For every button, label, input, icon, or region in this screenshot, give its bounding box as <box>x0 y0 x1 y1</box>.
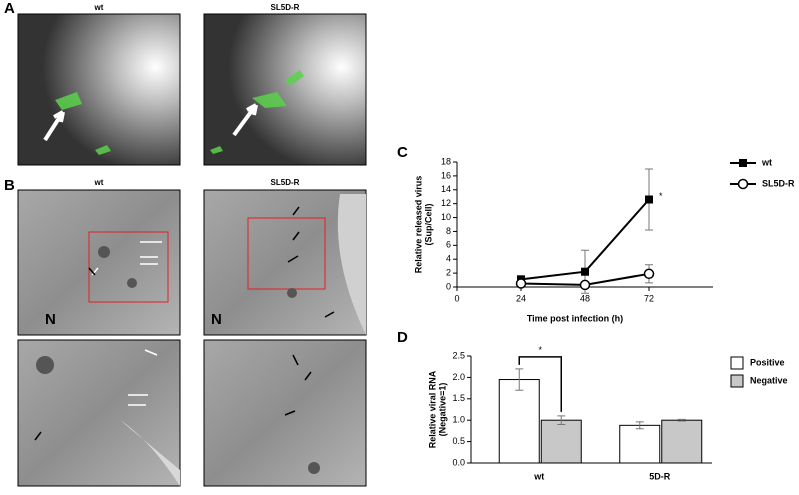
y-tick-label: 0 <box>446 281 451 291</box>
annotation: * <box>538 345 542 355</box>
marker <box>515 278 527 289</box>
error-bar <box>635 421 644 430</box>
y-tick-label: 2 <box>446 267 451 277</box>
legend-swatch <box>730 374 744 388</box>
legend-marker <box>737 178 749 190</box>
x-tick-label: 72 <box>644 293 654 303</box>
x-axis-label: Time post infection (h) <box>527 313 623 323</box>
annotation: * <box>659 191 663 201</box>
bar <box>540 419 582 464</box>
legend-marker <box>739 159 747 167</box>
legend-swatch <box>730 356 744 370</box>
marker <box>581 267 589 276</box>
y-tick-label: 0.5 <box>452 436 465 446</box>
y-tick-label: 10 <box>441 212 451 222</box>
x-tick-label: wt <box>533 471 544 481</box>
y-axis-label: (Sup/Cell) <box>423 203 433 245</box>
bar <box>498 379 540 464</box>
image-label: SL5D-R <box>271 178 300 187</box>
error-bar <box>515 368 524 391</box>
nucleus-label: N <box>211 311 222 328</box>
x-tick-label: 0 <box>454 293 459 303</box>
bar <box>619 424 661 464</box>
marker <box>579 279 591 291</box>
fluorescence-image <box>203 13 367 166</box>
image-label: wt <box>94 178 104 187</box>
y-axis-label: Relative released virus <box>413 176 423 274</box>
error-bar <box>557 415 566 425</box>
y-tick-label: 18 <box>441 156 451 166</box>
significance-bracket <box>518 356 562 412</box>
x-tick-label: 5D-R <box>649 471 671 481</box>
image-label: SL5D-R <box>271 3 300 12</box>
image-label: wt <box>94 3 104 12</box>
y-tick-label: 16 <box>441 170 451 180</box>
y-tick-label: 8 <box>446 226 451 236</box>
y-tick-label: 14 <box>441 184 451 194</box>
legend-label: Negative <box>750 375 788 385</box>
y-tick-label: 4 <box>446 254 451 264</box>
y-tick-label: 12 <box>441 198 451 208</box>
x-tick-label: 24 <box>516 293 526 303</box>
y-axis-label: Relative viral RNA <box>427 370 437 448</box>
y-axis-label: (Negative=1) <box>437 383 447 437</box>
fluorescence-image <box>17 13 181 166</box>
legend-label: SL5D-R <box>762 178 795 188</box>
em-image <box>17 189 367 487</box>
legend-label: wt <box>761 157 772 167</box>
error-bar <box>677 418 686 422</box>
y-tick-label: 2.5 <box>452 350 465 360</box>
panel-label: C <box>397 144 408 161</box>
legend-label: Positive <box>750 357 785 367</box>
y-tick-label: 0.0 <box>452 457 465 467</box>
arrows <box>34 206 335 441</box>
panel-label: B <box>4 177 15 194</box>
y-tick-label: 2.0 <box>452 372 465 382</box>
panel-label: A <box>4 0 15 17</box>
bar <box>661 419 703 464</box>
marker <box>643 268 655 280</box>
y-tick-label: 6 <box>446 240 451 250</box>
marker <box>645 195 653 204</box>
y-tick-label: 1.0 <box>452 415 465 425</box>
nucleus-label: N <box>45 311 56 328</box>
y-tick-label: 1.5 <box>452 393 465 403</box>
panel-label: D <box>397 329 408 346</box>
x-tick-label: 48 <box>580 293 590 303</box>
